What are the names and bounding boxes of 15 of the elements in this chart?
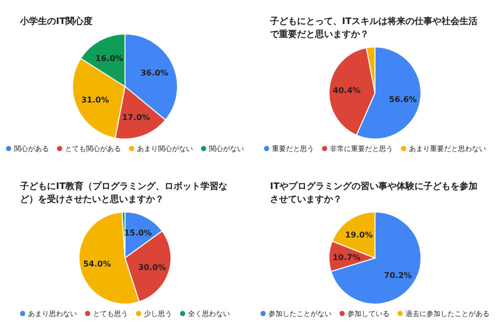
data-label: 10.7% [332, 252, 360, 262]
data-label: 56.6% [389, 94, 417, 104]
data-label: 16.0% [95, 54, 124, 63]
chart-title: 小学生のIT関心度 [19, 16, 92, 27]
data-label: 36.0% [140, 68, 168, 78]
data-label: 30.0% [138, 262, 166, 272]
data-label: 31.0% [81, 95, 110, 104]
chart-title: 子どもにIT教育（プログラミング、ロボット学習など）を受けさせたいと思いますか？ [19, 180, 228, 205]
data-label: 17.0% [122, 113, 150, 122]
data-label: 70.2% [384, 270, 412, 280]
chart-title: ITやプログラミングの習い事や体験に子どもを参加させていますか？ [270, 181, 478, 205]
chart-title: 子どもにとって、ITスキルは将来の仕事や社会生活で重要だと思いますか？ [269, 16, 478, 40]
data-label: 54.0% [83, 259, 111, 268]
data-label: 40.4% [332, 86, 361, 95]
data-label: 19.0% [345, 230, 373, 240]
